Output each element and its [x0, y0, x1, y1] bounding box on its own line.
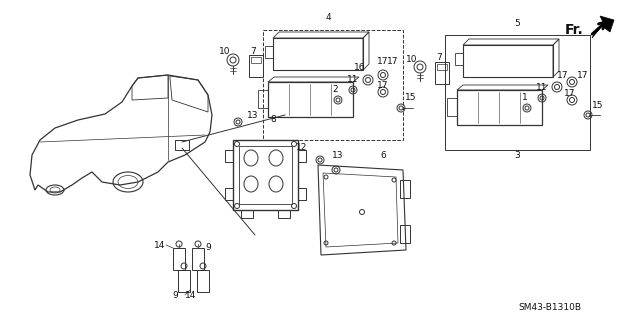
Text: 10: 10 [406, 55, 418, 63]
Text: 15: 15 [405, 93, 417, 102]
Bar [178, 270, 190, 292]
Bar [225, 188, 233, 200]
Text: 7: 7 [250, 48, 256, 56]
Text: 11: 11 [536, 83, 548, 92]
Text: 12: 12 [296, 144, 308, 152]
Text: 17: 17 [557, 70, 569, 79]
Text: 7: 7 [436, 53, 442, 62]
Bar [258, 90, 268, 108]
Bar [239, 146, 292, 204]
Text: 2: 2 [332, 85, 338, 94]
Bar [435, 62, 449, 84]
Text: 9: 9 [205, 243, 211, 253]
Bar [241, 210, 253, 218]
Text: 10: 10 [220, 48, 231, 56]
Bar [273, 38, 363, 70]
Text: 4: 4 [325, 13, 331, 23]
Text: 6: 6 [380, 151, 386, 160]
Bar [192, 248, 204, 270]
Bar [173, 248, 185, 270]
Bar [197, 270, 209, 292]
Text: 3: 3 [514, 151, 520, 160]
Bar [265, 46, 273, 58]
Bar [463, 45, 553, 77]
Bar [251, 57, 261, 63]
Bar [225, 150, 233, 162]
Text: 17: 17 [377, 80, 388, 90]
Polygon shape [592, 16, 614, 38]
Text: 1: 1 [522, 93, 528, 101]
Bar [175, 140, 189, 150]
Bar [400, 180, 410, 198]
Bar [268, 82, 353, 117]
Text: 13: 13 [332, 152, 344, 160]
Bar [437, 64, 447, 70]
Text: 16: 16 [355, 63, 365, 72]
Text: 17: 17 [577, 70, 589, 79]
Text: 17: 17 [564, 88, 576, 98]
Bar [249, 55, 263, 77]
Bar [263, 30, 403, 140]
Bar [233, 140, 298, 210]
Text: 17: 17 [377, 57, 388, 66]
Bar [455, 53, 463, 65]
Text: 17: 17 [387, 57, 399, 66]
Text: 14: 14 [154, 241, 165, 249]
Bar [298, 188, 306, 200]
Bar [457, 90, 542, 125]
Bar [278, 210, 290, 218]
Text: 13: 13 [247, 110, 259, 120]
Text: 9: 9 [172, 291, 178, 300]
Bar [298, 150, 306, 162]
Bar [445, 35, 590, 150]
Bar [447, 98, 457, 116]
Bar [400, 225, 410, 243]
Text: Fr.: Fr. [564, 23, 584, 37]
Text: 5: 5 [514, 19, 520, 27]
Text: 14: 14 [185, 291, 196, 300]
Text: 15: 15 [592, 100, 604, 109]
Text: 8: 8 [270, 115, 276, 124]
Text: 11: 11 [348, 76, 359, 85]
Text: SM43-B1310B: SM43-B1310B [518, 303, 582, 313]
